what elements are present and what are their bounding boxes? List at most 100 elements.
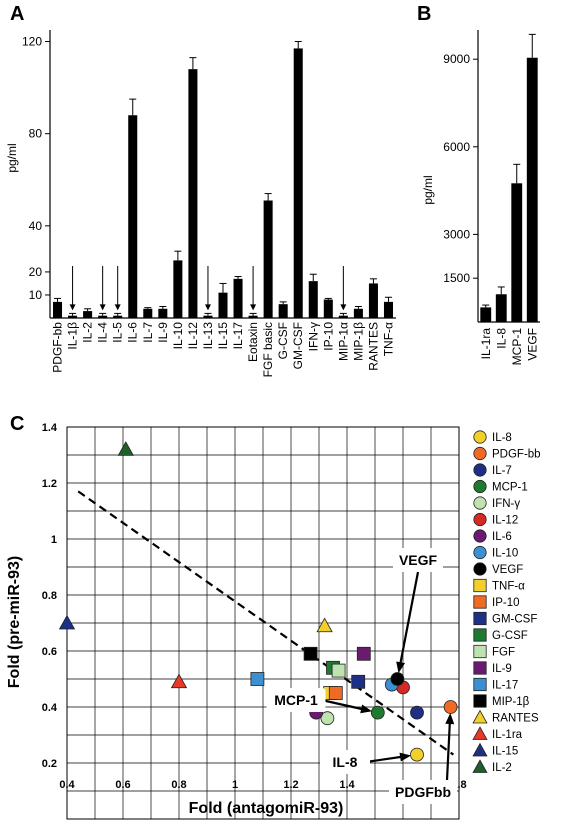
category-label-ifn: IFN-γ bbox=[306, 322, 320, 351]
legend-label-rantes: RANTES bbox=[492, 713, 539, 725]
category-label-il-5: IL-5 bbox=[111, 322, 125, 343]
legend-marker-rantes bbox=[472, 709, 488, 724]
legend-label-il-12: IL-12 bbox=[492, 515, 518, 527]
y-tick-label: 0.2 bbox=[42, 758, 57, 770]
point-il-2 bbox=[117, 441, 134, 456]
callout-arrow-head-vegf bbox=[396, 661, 406, 674]
legend-label-il-6: IL-6 bbox=[492, 531, 512, 543]
bar-fgf-basic bbox=[263, 200, 273, 318]
arrow-head-il-1 bbox=[69, 304, 76, 311]
category-label-il-8: IL-8 bbox=[494, 328, 508, 349]
legend-label-mip-1: MIP-1β bbox=[492, 696, 530, 708]
x-tick-label: 0.4 bbox=[59, 779, 75, 791]
panel-c-y-label: Fold (pre-miR-93) bbox=[6, 556, 23, 688]
legend-marker-vegf bbox=[473, 562, 487, 576]
panel-c: C Fold (antagomiR-93) Fold (pre-miR-93) … bbox=[6, 413, 541, 820]
legend-marker-il-6 bbox=[473, 529, 487, 543]
legend-label-il-8: IL-8 bbox=[492, 432, 512, 444]
callout-box-il-8 bbox=[320, 750, 370, 774]
panel-c-x-label: Fold (antagomiR-93) bbox=[189, 800, 344, 817]
point-il-1ra bbox=[170, 673, 188, 689]
callout-label-vegf: VEGF bbox=[399, 552, 438, 568]
panel-b: B pg/ml 1500 3000 6000 9000 IL-1ra IL-8 MCP-1… bbox=[417, 3, 540, 365]
bar-pdgf-bb bbox=[53, 301, 63, 318]
category-label-mip-1: MIP-1α bbox=[336, 322, 350, 361]
legend-marker-ip-10 bbox=[473, 595, 487, 609]
callout-label-mcp-1: MCP-1 bbox=[274, 692, 318, 708]
callout-arrow-mcp-1 bbox=[321, 698, 370, 712]
point-ifn bbox=[320, 711, 335, 726]
legend-marker-il-12 bbox=[473, 512, 487, 527]
bar-mip-1 bbox=[338, 315, 348, 318]
x-tick-label: 0.8 bbox=[171, 779, 186, 791]
bar-mip-1 bbox=[353, 308, 363, 318]
point-il-8 bbox=[410, 747, 424, 762]
legend-marker-g-csf bbox=[473, 628, 487, 642]
legend-marker-il-7 bbox=[473, 463, 487, 477]
bar-il-4 bbox=[98, 315, 108, 318]
bar-il-17 bbox=[233, 278, 243, 318]
bar-g-csf bbox=[278, 304, 288, 318]
callout-box-mcp-1 bbox=[266, 688, 326, 712]
bar-il-15 bbox=[218, 292, 228, 318]
x-tick-label: 1.2 bbox=[283, 779, 298, 791]
category-label-g-csf: G-CSF bbox=[276, 322, 290, 359]
y-tick-label: 1 bbox=[51, 534, 57, 546]
legend-label-il-9: IL-9 bbox=[492, 663, 512, 675]
legend-label-gm-csf: GM-CSF bbox=[492, 614, 537, 626]
legend-marker-pdgf-bb bbox=[473, 446, 487, 461]
bar-eotaxin bbox=[248, 315, 258, 318]
category-label-il-15: IL-15 bbox=[216, 322, 230, 350]
legend-marker-il-10 bbox=[473, 545, 487, 560]
category-label-rantes: RANTES bbox=[366, 322, 380, 371]
bar-il-10 bbox=[173, 260, 183, 318]
legend-label-vegf: VEGF bbox=[492, 564, 523, 576]
legend-label-mcp-1: MCP-1 bbox=[492, 482, 528, 494]
arrow-head-mip-1 bbox=[340, 304, 347, 311]
y-tick-label: 1.2 bbox=[42, 478, 57, 490]
legend-label-g-csf: G-CSF bbox=[492, 630, 528, 642]
bar-ifn bbox=[308, 281, 318, 318]
callout-arrow-pdgf-bb bbox=[445, 715, 452, 781]
panel-c-label: C bbox=[10, 413, 24, 435]
panel-b-y-tick-label: 1500 bbox=[443, 271, 470, 285]
legend-marker-il-2 bbox=[472, 759, 488, 773]
bar-il-2 bbox=[83, 311, 93, 318]
legend-label-fgf: FGF bbox=[492, 647, 515, 659]
point-il-9 bbox=[356, 646, 371, 661]
point-ip-10 bbox=[328, 686, 343, 700]
panel-a-y-tick-label: 20 bbox=[29, 265, 43, 279]
panel-a-label: A bbox=[10, 3, 24, 25]
legend-marker-il-8 bbox=[473, 430, 487, 444]
callout-arrow-vegf bbox=[398, 571, 420, 671]
point-gm-csf bbox=[351, 674, 366, 689]
legend-marker-gm-csf bbox=[473, 611, 487, 626]
category-label-il-1: IL-1β bbox=[66, 322, 80, 350]
arrow-head-il-13 bbox=[204, 304, 211, 311]
bar-ip-10 bbox=[323, 299, 333, 318]
category-label-il-6: IL-6 bbox=[126, 322, 140, 343]
legend-marker-fgf bbox=[473, 644, 487, 659]
callout-label-il-8: IL-8 bbox=[333, 754, 358, 770]
callout-box-vegf bbox=[393, 548, 443, 572]
category-label-il-12: IL-12 bbox=[186, 322, 200, 350]
legend-label-ip-10: IP-10 bbox=[492, 597, 520, 609]
bar-gm-csf bbox=[293, 48, 303, 318]
point-il-15 bbox=[58, 614, 76, 630]
legend-label-tnf: TNF-α bbox=[492, 581, 525, 593]
panel-b-y-tick-label: 9000 bbox=[443, 52, 470, 66]
category-label-pdgf-bb: PDGF-bb bbox=[51, 322, 65, 373]
callout-arrow-head-mcp-1 bbox=[360, 704, 372, 714]
callout-label-pdgf-bb: PDGFbb bbox=[395, 784, 451, 800]
legend-marker-mcp-1 bbox=[473, 479, 487, 494]
callout-arrow-head-il-8 bbox=[399, 752, 412, 762]
category-label-il-1ra: IL-1ra bbox=[479, 328, 493, 360]
arrow-head-il-4 bbox=[99, 304, 106, 311]
panel-a-y-tick-label: 40 bbox=[29, 219, 43, 233]
bar-il-7 bbox=[143, 308, 153, 318]
legend-label-pdgf-bb: PDGF-bb bbox=[492, 449, 541, 461]
trendline bbox=[77, 490, 455, 756]
x-tick-label: 1 bbox=[232, 779, 238, 791]
panel-a-y-tick-label: 120 bbox=[22, 35, 42, 49]
